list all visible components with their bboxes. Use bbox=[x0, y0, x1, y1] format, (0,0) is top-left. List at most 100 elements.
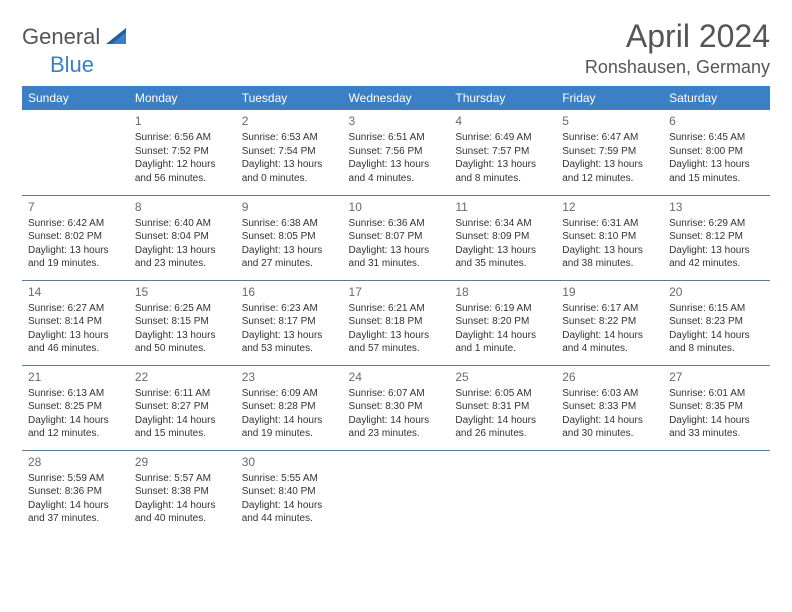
day-info: Sunrise: 6:38 AMSunset: 8:05 PMDaylight:… bbox=[242, 217, 337, 271]
day-info: Sunrise: 6:01 AMSunset: 8:35 PMDaylight:… bbox=[669, 387, 764, 441]
day-info: Sunrise: 6:13 AMSunset: 8:25 PMDaylight:… bbox=[28, 387, 123, 441]
calendar-table: SundayMondayTuesdayWednesdayThursdayFrid… bbox=[22, 86, 770, 535]
day-number: 5 bbox=[562, 113, 657, 129]
logo-text-blue: Blue bbox=[50, 52, 94, 77]
calendar-day-cell: 8 Sunrise: 6:40 AMSunset: 8:04 PMDaylight… bbox=[129, 195, 236, 280]
day-number: 26 bbox=[562, 369, 657, 385]
day-number: 13 bbox=[669, 199, 764, 215]
day-number: 19 bbox=[562, 284, 657, 300]
calendar-day-cell: 12 Sunrise: 6:31 AMSunset: 8:10 PMDayligh… bbox=[556, 195, 663, 280]
day-info: Sunrise: 5:55 AMSunset: 8:40 PMDaylight:… bbox=[242, 472, 337, 526]
calendar-day-cell: 7Sunrise: 6:42 AMSunset: 8:02 PMDaylight… bbox=[22, 195, 129, 280]
calendar-day-cell: 15 Sunrise: 6:25 AMSunset: 8:15 PMDayligh… bbox=[129, 280, 236, 365]
day-info: Sunrise: 6:51 AMSunset: 7:56 PMDaylight:… bbox=[349, 131, 444, 185]
logo-text-general: General bbox=[22, 24, 100, 50]
calendar-day-cell: 30Sunrise: 5:55 AMSunset: 8:40 PMDayligh… bbox=[236, 450, 343, 535]
calendar-day-cell: 27 Sunrise: 6:01 AMSunset: 8:35 PMDayligh… bbox=[663, 365, 770, 450]
day-number: 7 bbox=[28, 199, 123, 215]
day-info: Sunrise: 6:17 AMSunset: 8:22 PMDaylight:… bbox=[562, 302, 657, 356]
day-number: 12 bbox=[562, 199, 657, 215]
logo: General bbox=[22, 24, 130, 50]
month-title: April 2024 bbox=[585, 18, 770, 55]
calendar-week-row: 28 Sunrise: 5:59 AMSunset: 8:36 PMDayligh… bbox=[22, 450, 770, 535]
day-number: 3 bbox=[349, 113, 444, 129]
calendar-day-cell: 22 Sunrise: 6:11 AMSunset: 8:27 PMDayligh… bbox=[129, 365, 236, 450]
calendar-day-cell: 4Sunrise: 6:49 AMSunset: 7:57 PMDaylight… bbox=[449, 110, 556, 195]
calendar-day-cell: 29Sunrise: 5:57 AMSunset: 8:38 PMDayligh… bbox=[129, 450, 236, 535]
calendar-day-cell: 26 Sunrise: 6:03 AMSunset: 8:33 PMDayligh… bbox=[556, 365, 663, 450]
calendar-day-cell: 19 Sunrise: 6:17 AMSunset: 8:22 PMDayligh… bbox=[556, 280, 663, 365]
calendar-week-row: 1 Sunrise: 6:56 AMSunset: 7:52 PMDaylight… bbox=[22, 110, 770, 195]
day-number: 27 bbox=[669, 369, 764, 385]
day-number: 18 bbox=[455, 284, 550, 300]
day-number: 22 bbox=[135, 369, 230, 385]
day-info: Sunrise: 6:07 AMSunset: 8:30 PMDaylight:… bbox=[349, 387, 444, 441]
day-info: Sunrise: 5:59 AMSunset: 8:36 PMDaylight:… bbox=[28, 472, 123, 526]
calendar-day-cell: 18 Sunrise: 6:19 AMSunset: 8:20 PMDayligh… bbox=[449, 280, 556, 365]
calendar-day-cell bbox=[663, 450, 770, 535]
day-number: 2 bbox=[242, 113, 337, 129]
calendar-day-cell: 10Sunrise: 6:36 AMSunset: 8:07 PMDayligh… bbox=[343, 195, 450, 280]
day-number: 6 bbox=[669, 113, 764, 129]
day-number: 17 bbox=[349, 284, 444, 300]
weekday-header-row: SundayMondayTuesdayWednesdayThursdayFrid… bbox=[22, 86, 770, 110]
calendar-day-cell: 5 Sunrise: 6:47 AMSunset: 7:59 PMDaylight… bbox=[556, 110, 663, 195]
day-info: Sunrise: 6:47 AMSunset: 7:59 PMDaylight:… bbox=[562, 131, 657, 185]
calendar-day-cell: 28 Sunrise: 5:59 AMSunset: 8:36 PMDayligh… bbox=[22, 450, 129, 535]
calendar-day-cell: 11Sunrise: 6:34 AMSunset: 8:09 PMDayligh… bbox=[449, 195, 556, 280]
calendar-day-cell: 24 Sunrise: 6:07 AMSunset: 8:30 PMDayligh… bbox=[343, 365, 450, 450]
weekday-header: Thursday bbox=[449, 86, 556, 110]
day-info: Sunrise: 6:25 AMSunset: 8:15 PMDaylight:… bbox=[135, 302, 230, 356]
day-info: Sunrise: 6:03 AMSunset: 8:33 PMDaylight:… bbox=[562, 387, 657, 441]
weekday-header: Monday bbox=[129, 86, 236, 110]
day-number: 20 bbox=[669, 284, 764, 300]
calendar-day-cell bbox=[343, 450, 450, 535]
calendar-day-cell: 17 Sunrise: 6:21 AMSunset: 8:18 PMDayligh… bbox=[343, 280, 450, 365]
day-number: 24 bbox=[349, 369, 444, 385]
location-label: Ronshausen, Germany bbox=[585, 57, 770, 78]
day-info: Sunrise: 6:05 AMSunset: 8:31 PMDaylight:… bbox=[455, 387, 550, 441]
day-number: 29 bbox=[135, 454, 230, 470]
weekday-header: Tuesday bbox=[236, 86, 343, 110]
day-number: 1 bbox=[135, 113, 230, 129]
day-number: 28 bbox=[28, 454, 123, 470]
day-info: Sunrise: 6:31 AMSunset: 8:10 PMDaylight:… bbox=[562, 217, 657, 271]
calendar-day-cell: 1 Sunrise: 6:56 AMSunset: 7:52 PMDaylight… bbox=[129, 110, 236, 195]
day-info: Sunrise: 6:11 AMSunset: 8:27 PMDaylight:… bbox=[135, 387, 230, 441]
title-block: April 2024 Ronshausen, Germany bbox=[585, 18, 770, 78]
day-number: 25 bbox=[455, 369, 550, 385]
weekday-header: Wednesday bbox=[343, 86, 450, 110]
day-number: 15 bbox=[135, 284, 230, 300]
day-number: 8 bbox=[135, 199, 230, 215]
calendar-day-cell: 16 Sunrise: 6:23 AMSunset: 8:17 PMDayligh… bbox=[236, 280, 343, 365]
calendar-day-cell: 14 Sunrise: 6:27 AMSunset: 8:14 PMDayligh… bbox=[22, 280, 129, 365]
day-number: 16 bbox=[242, 284, 337, 300]
calendar-week-row: 14 Sunrise: 6:27 AMSunset: 8:14 PMDayligh… bbox=[22, 280, 770, 365]
weekday-header: Friday bbox=[556, 86, 663, 110]
day-number: 23 bbox=[242, 369, 337, 385]
calendar-day-cell: 3 Sunrise: 6:51 AMSunset: 7:56 PMDaylight… bbox=[343, 110, 450, 195]
day-number: 21 bbox=[28, 369, 123, 385]
day-info: Sunrise: 6:19 AMSunset: 8:20 PMDaylight:… bbox=[455, 302, 550, 356]
calendar-day-cell bbox=[449, 450, 556, 535]
day-info: Sunrise: 6:23 AMSunset: 8:17 PMDaylight:… bbox=[242, 302, 337, 356]
day-info: Sunrise: 6:40 AMSunset: 8:04 PMDaylight:… bbox=[135, 217, 230, 271]
calendar-week-row: 7Sunrise: 6:42 AMSunset: 8:02 PMDaylight… bbox=[22, 195, 770, 280]
day-number: 14 bbox=[28, 284, 123, 300]
day-info: Sunrise: 6:09 AMSunset: 8:28 PMDaylight:… bbox=[242, 387, 337, 441]
day-info: Sunrise: 6:21 AMSunset: 8:18 PMDaylight:… bbox=[349, 302, 444, 356]
day-info: Sunrise: 6:29 AMSunset: 8:12 PMDaylight:… bbox=[669, 217, 764, 271]
calendar-day-cell: 20 Sunrise: 6:15 AMSunset: 8:23 PMDayligh… bbox=[663, 280, 770, 365]
weekday-header: Saturday bbox=[663, 86, 770, 110]
day-info: Sunrise: 6:45 AMSunset: 8:00 PMDaylight:… bbox=[669, 131, 764, 185]
day-info: Sunrise: 6:56 AMSunset: 7:52 PMDaylight:… bbox=[135, 131, 230, 185]
day-info: Sunrise: 6:53 AMSunset: 7:54 PMDaylight:… bbox=[242, 131, 337, 185]
day-number: 11 bbox=[455, 199, 550, 215]
day-info: Sunrise: 6:49 AMSunset: 7:57 PMDaylight:… bbox=[455, 131, 550, 185]
day-number: 10 bbox=[349, 199, 444, 215]
day-info: Sunrise: 6:27 AMSunset: 8:14 PMDaylight:… bbox=[28, 302, 123, 356]
calendar-day-cell bbox=[556, 450, 663, 535]
day-info: Sunrise: 6:15 AMSunset: 8:23 PMDaylight:… bbox=[669, 302, 764, 356]
calendar-day-cell: 21 Sunrise: 6:13 AMSunset: 8:25 PMDayligh… bbox=[22, 365, 129, 450]
day-number: 9 bbox=[242, 199, 337, 215]
